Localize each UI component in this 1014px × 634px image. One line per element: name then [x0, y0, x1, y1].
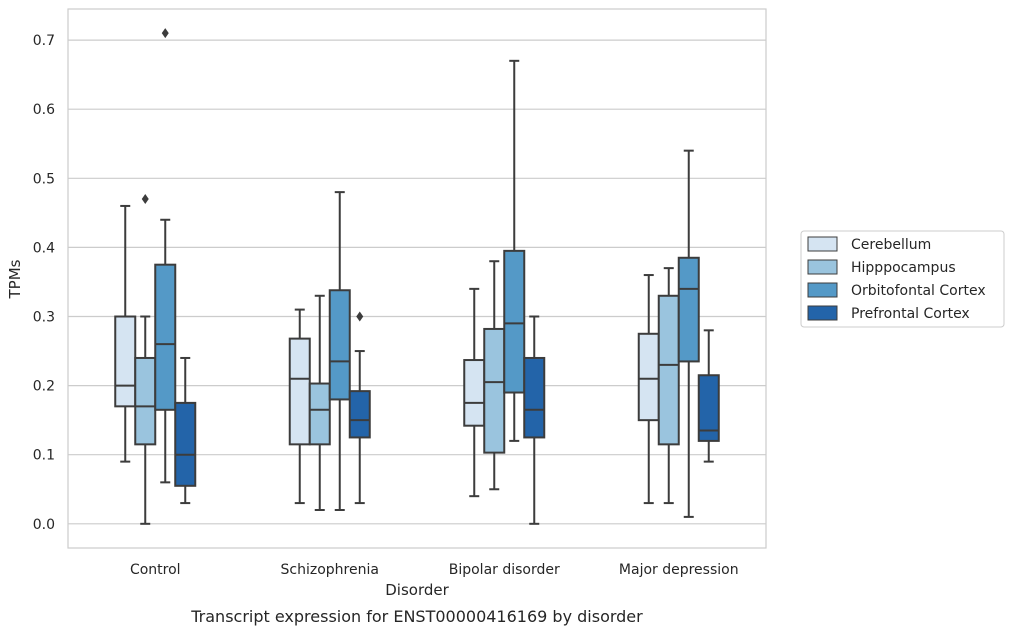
box-2-2: [503, 59, 526, 442]
legend-label-0: Cerebellum: [851, 237, 931, 253]
legend-label-3: Prefrontal Cortex: [851, 306, 970, 322]
box-3-3: [697, 329, 720, 463]
box-rect: [288, 337, 311, 446]
x-axis-label: Disorder: [385, 581, 449, 599]
outlier-0: [356, 311, 364, 322]
box-rect: [657, 294, 680, 446]
legend-label-1: Hipppocampus: [851, 260, 956, 276]
box-0-3: [174, 356, 197, 505]
legend-swatch-0: [807, 236, 838, 252]
box-1-1: [308, 294, 331, 511]
box-rect: [483, 327, 506, 454]
box-0-0: [114, 204, 137, 463]
x-tick-label-3: Major depression: [619, 562, 739, 578]
box-rect: [637, 332, 660, 422]
plot-frame: [67, 8, 767, 549]
box-0-2: [154, 28, 177, 484]
x-tick-label-1: Schizophrenia: [281, 562, 379, 578]
box-rect: [348, 390, 371, 439]
x-tick-labels: Control Schizophrenia Bipolar disorder Majo…: [130, 562, 739, 578]
box-0-1: [134, 194, 157, 525]
legend-swatch-3: [807, 305, 838, 321]
box-rect: [677, 256, 700, 363]
box-plot-series: [114, 28, 720, 525]
box-rect: [154, 263, 177, 411]
box-2-3: [523, 315, 546, 525]
box-rect: [134, 356, 157, 446]
y-tick-label-3: 0.3: [33, 310, 55, 326]
x-tick-label-2: Bipolar disorder: [449, 562, 560, 578]
y-tick-label-6: 0.6: [33, 102, 55, 118]
box-3-2: [677, 149, 700, 518]
box-rect: [523, 356, 546, 439]
box-rect: [308, 382, 331, 446]
legend-swatch-2: [807, 282, 838, 298]
outlier-0: [141, 194, 149, 205]
y-tick-label-2: 0.2: [33, 379, 55, 395]
box-rect: [503, 249, 526, 394]
y-tick-label-1: 0.1: [33, 448, 55, 464]
y-tick-labels: 0.0 0.1 0.2 0.3 0.4 0.5 0.6 0.7: [33, 33, 55, 533]
legend-label-2: Orbitofontal Cortex: [851, 283, 986, 299]
outlier-0: [161, 28, 169, 39]
box-rect: [328, 289, 351, 401]
box-rect: [174, 401, 197, 487]
box-1-2: [328, 191, 351, 511]
legend-frame: [800, 230, 1005, 328]
box-rect: [463, 359, 486, 427]
y-tick-label-0: 0.0: [33, 517, 55, 533]
x-tick-label-0: Control: [130, 562, 181, 578]
y-tick-label-4: 0.4: [33, 240, 55, 256]
box-2-0: [463, 287, 486, 498]
y-tick-label-7: 0.7: [33, 33, 55, 49]
y-axis-label: TPMs: [6, 259, 24, 299]
box-rect: [114, 315, 137, 408]
box-3-1: [657, 267, 680, 505]
legend: Cerebellum Hipppocampus Orbitofontal Corte…: [800, 230, 1005, 328]
box-3-0: [637, 274, 660, 505]
y-tick-label-5: 0.5: [33, 171, 55, 187]
legend-swatch-1: [807, 259, 838, 275]
box-1-3: [348, 311, 371, 505]
box-1-0: [288, 308, 311, 505]
chart-caption: Transcript expression for ENST0000041616…: [190, 607, 643, 626]
box-rect: [697, 374, 720, 442]
